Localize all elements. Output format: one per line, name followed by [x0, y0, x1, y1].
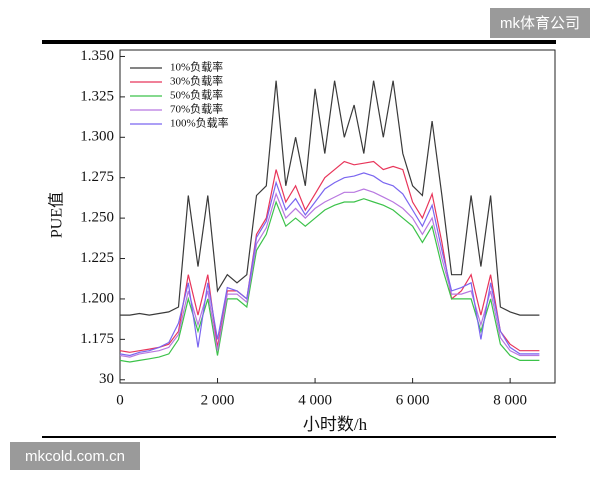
x-tick-label: 2 000	[201, 392, 235, 408]
series-line	[120, 80, 540, 316]
y-axis-label: PUE值	[48, 192, 66, 238]
y-tick-label: 1.275	[80, 169, 114, 185]
y-tick-label: 1.175	[80, 331, 114, 347]
series-line	[119, 172, 540, 357]
legend-label: 50%负载率	[170, 88, 223, 102]
watermark-box	[490, 8, 590, 38]
legend-label: 70%负载率	[170, 102, 223, 116]
legend-label: 10%负载率	[170, 60, 223, 74]
series-line	[119, 198, 540, 363]
y-tick-label: 1.225	[80, 250, 114, 266]
bottom-rule	[42, 436, 556, 438]
x-tick-label: 8 000	[493, 392, 527, 408]
legend-label: 100%负载率	[170, 116, 229, 130]
x-tick-label: 4 000	[298, 392, 332, 408]
y-tick-label: 1.325	[80, 88, 114, 104]
y-tick-label: 1.350	[80, 48, 114, 64]
y-tick-label: 1.300	[80, 129, 114, 145]
y-tick-label: 1.250	[80, 210, 114, 226]
y-tick-label: 1.200	[80, 290, 114, 306]
x-tick-label: 6 000	[396, 392, 430, 408]
plot-frame	[119, 49, 556, 384]
y-tick-label: 30	[99, 371, 114, 387]
x-axis-label: 小时数/h	[303, 415, 368, 434]
watermark-box	[10, 442, 140, 470]
legend-label: 30%负载率	[170, 74, 223, 88]
watermark: mkcold.com.cn	[25, 448, 125, 465]
watermark: mk体育公司	[500, 15, 580, 32]
series-line	[119, 160, 540, 353]
x-tick-label: 0	[116, 392, 124, 408]
top-rule	[42, 40, 556, 44]
